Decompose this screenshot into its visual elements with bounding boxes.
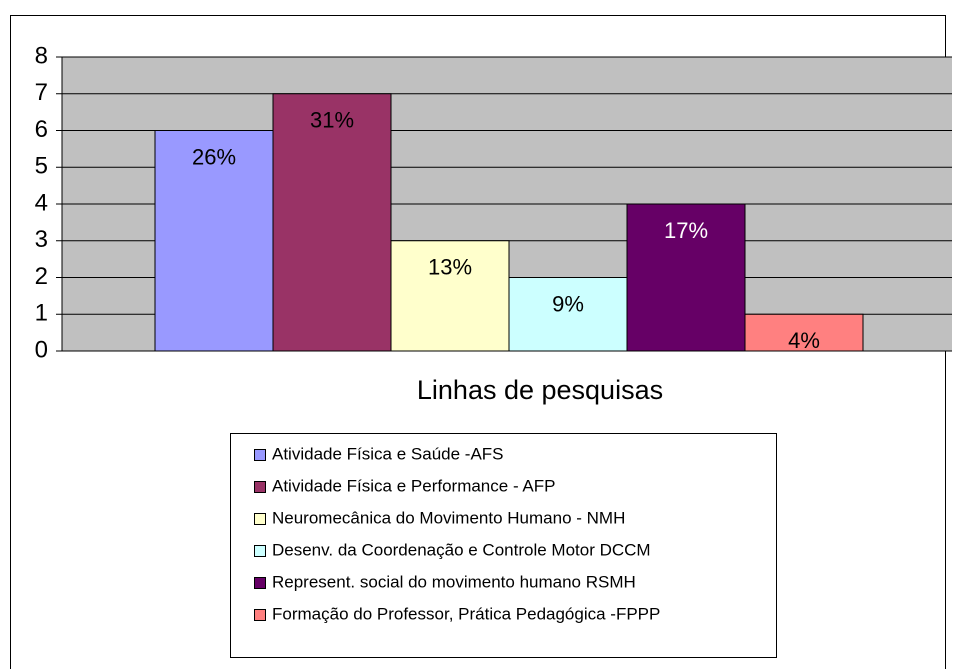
data-label: 9% bbox=[552, 291, 584, 316]
bar bbox=[272, 93, 392, 352]
bar bbox=[626, 203, 746, 352]
y-tick-label: 7 bbox=[35, 79, 48, 106]
bar bbox=[154, 130, 274, 352]
data-label: 31% bbox=[310, 108, 354, 133]
y-tick-label: 2 bbox=[35, 263, 48, 290]
y-tick-label: 6 bbox=[35, 116, 48, 143]
y-tick-label: 3 bbox=[35, 226, 48, 253]
legend-swatch bbox=[254, 609, 266, 621]
legend-label: Desenv. da Coordenação e Controle Motor … bbox=[272, 540, 651, 559]
legend-swatch bbox=[254, 577, 266, 589]
legend-swatch bbox=[254, 481, 266, 493]
data-label: 13% bbox=[428, 255, 472, 280]
x-axis-title: Linhas de pesquisas bbox=[417, 375, 663, 405]
data-label: 26% bbox=[192, 144, 236, 169]
data-label: 4% bbox=[788, 328, 820, 353]
y-tick-label: 5 bbox=[35, 153, 48, 180]
legend-label: Neuromecânica do Movimento Humano - NMH bbox=[272, 508, 625, 527]
legend-label: Atividade Física e Saúde -AFS bbox=[272, 444, 504, 463]
legend-label: Formação do Professor, Prática Pedagógic… bbox=[272, 604, 660, 623]
y-tick-label: 0 bbox=[35, 336, 48, 363]
legend-swatch bbox=[254, 513, 266, 525]
legend-label: Atividade Física e Performance - AFP bbox=[272, 476, 555, 495]
data-label: 17% bbox=[664, 218, 708, 243]
legend-swatch bbox=[254, 449, 266, 461]
bar bbox=[390, 240, 510, 352]
legend-label: Represent. social do movimento humano RS… bbox=[272, 572, 636, 591]
y-tick-label: 1 bbox=[35, 300, 48, 327]
legend bbox=[230, 433, 777, 658]
y-tick-label: 4 bbox=[35, 189, 48, 216]
legend-swatch bbox=[254, 545, 266, 557]
y-tick-label: 8 bbox=[35, 42, 48, 69]
bar bbox=[508, 277, 628, 352]
bar bbox=[744, 313, 864, 352]
